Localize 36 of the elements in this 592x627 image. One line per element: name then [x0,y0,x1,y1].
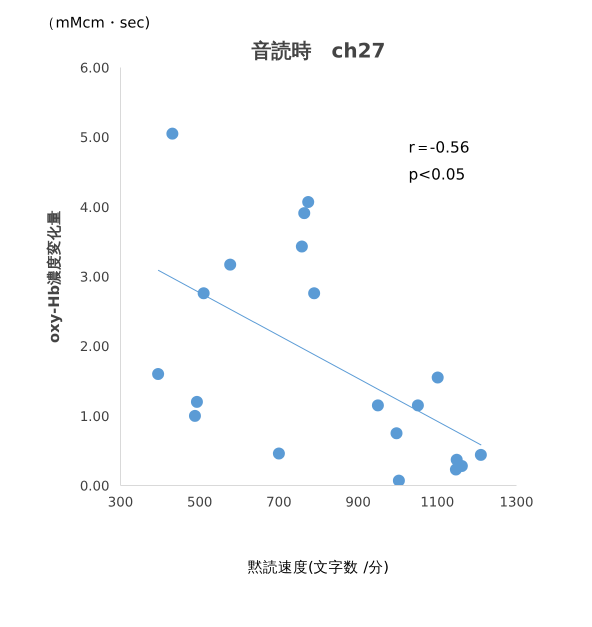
point [412,399,424,412]
point [474,448,487,461]
point [272,447,285,460]
point [188,410,201,422]
point [372,399,384,412]
y-tick-label: 0.00 [80,480,110,494]
point [198,287,210,300]
y-tick-label: 2.00 [80,340,110,356]
point [166,128,178,140]
point [432,372,444,384]
y-tick-label: 6.00 [80,62,110,76]
annotation: p<0.05 [408,166,466,184]
point [298,207,310,220]
point [308,287,320,300]
point [190,396,203,408]
point [302,196,314,208]
point [392,474,405,486]
x-tick-label: 700 [266,496,292,510]
point [152,368,164,380]
text: （mMcm・sec) [40,14,150,32]
chart-title: 音読時 ch27 [250,38,386,62]
y-tick-label: 5.00 [80,131,110,146]
x-tick-label: 300 [108,496,134,510]
x-tick-label: 1300 [500,496,534,510]
point [296,240,308,253]
y-tick-label: 1.00 [80,410,110,425]
text: 黙読速度(文字数 /分) [248,559,390,576]
x-tick-label: 900 [345,496,371,510]
y-tick-label: 3.00 [80,270,110,286]
y-axis-title: oxy-Hb濃度変化量 [44,210,63,343]
point [224,258,236,271]
annotation: r＝-0.56 [408,138,470,156]
x-tick-label: 500 [186,496,212,510]
y-tick-label: 4.00 [80,200,110,216]
x-tick-label: 1100 [420,496,454,510]
point [390,427,403,440]
